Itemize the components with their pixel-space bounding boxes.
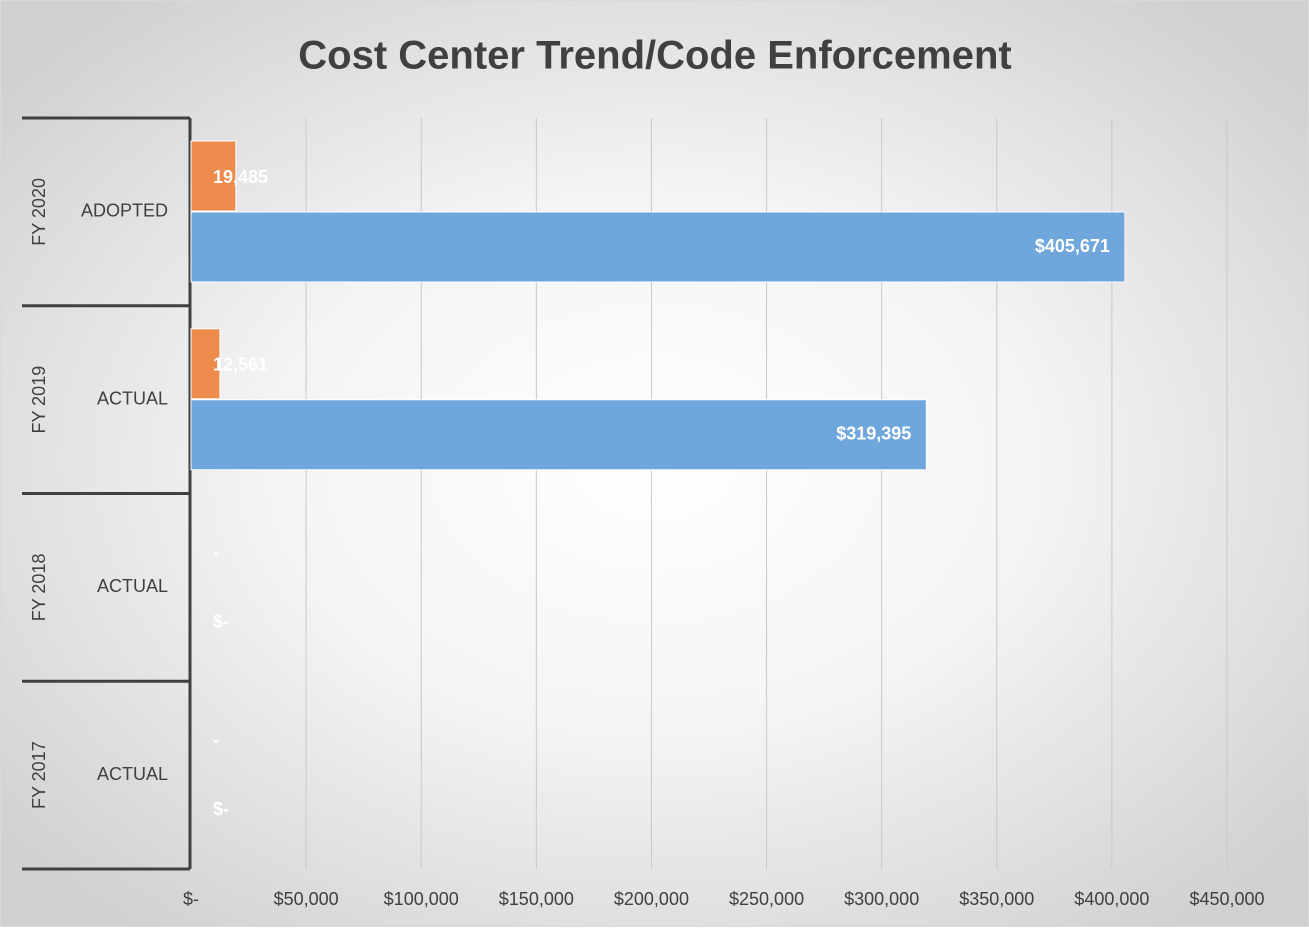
chart-title: Cost Center Trend/Code Enforcement <box>298 34 1011 78</box>
category-group-label: FY 2018 <box>29 554 49 622</box>
data-label: - <box>213 730 219 750</box>
data-label: $405,671 <box>1035 236 1110 256</box>
x-tick-label: $250,000 <box>729 889 804 909</box>
data-label: - <box>213 542 219 562</box>
data-label: 12,561 <box>213 355 268 375</box>
bar <box>190 140 237 212</box>
category-label: ADOPTED <box>81 201 168 221</box>
category-label: ACTUAL <box>97 388 168 408</box>
x-tick-label: $450,000 <box>1189 889 1264 909</box>
category-label: ACTUAL <box>97 764 168 784</box>
category-group-label: FY 2020 <box>29 178 49 246</box>
data-label: $319,395 <box>836 424 911 444</box>
x-tick-label: $150,000 <box>499 889 574 909</box>
x-tick-label: $100,000 <box>384 889 459 909</box>
data-label: $- <box>213 611 229 631</box>
x-tick-label: $300,000 <box>844 889 919 909</box>
category-label: ACTUAL <box>97 576 168 596</box>
bar <box>190 211 1126 283</box>
x-tick-label: $200,000 <box>614 889 689 909</box>
x-tick-label: $50,000 <box>274 889 339 909</box>
x-tick-label: $400,000 <box>1074 889 1149 909</box>
data-label: 19,485 <box>213 167 268 187</box>
x-tick-label: $- <box>183 889 199 909</box>
category-group-label: FY 2019 <box>29 366 49 434</box>
bar <box>190 399 927 471</box>
x-tick-label: $350,000 <box>959 889 1034 909</box>
data-label: $- <box>213 799 229 819</box>
category-group-label: FY 2017 <box>29 741 49 809</box>
bar <box>190 328 221 400</box>
